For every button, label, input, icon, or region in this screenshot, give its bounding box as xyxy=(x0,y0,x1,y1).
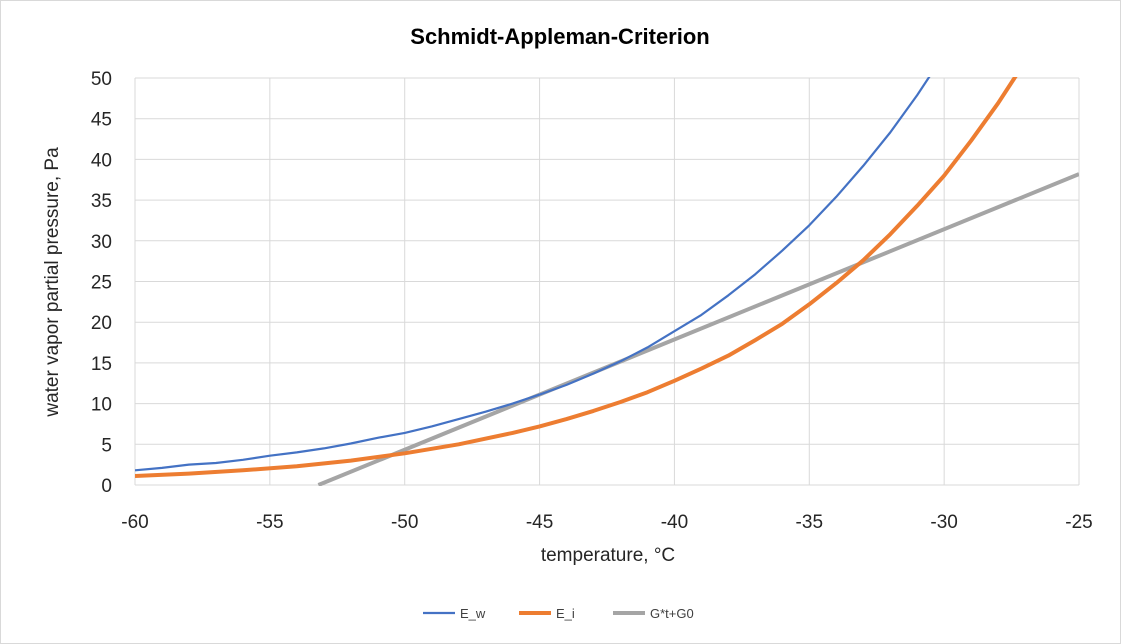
x-tick-label: -40 xyxy=(661,512,688,533)
y-tick-label: 40 xyxy=(91,150,112,171)
tick-labels: -60 -55 -50 -45 -40 -35 -30 -25 0 5 10 15 20 25 30 35 40… xyxy=(91,69,1093,533)
y-tick-label: 25 xyxy=(91,273,112,294)
y-tick-label: 0 xyxy=(101,476,112,497)
legend-label: E_w xyxy=(460,606,486,621)
series-line-g-t-g0 xyxy=(317,172,1079,486)
x-tick-label: -35 xyxy=(796,512,823,533)
legend-label: E_i xyxy=(556,606,575,621)
x-tick-label: -30 xyxy=(930,512,957,533)
legend-label: G*t+G0 xyxy=(650,606,694,621)
legend: E_w E_i G*t+G0 xyxy=(423,606,694,621)
grid xyxy=(134,77,1080,486)
x-tick-label: -55 xyxy=(256,512,283,533)
x-tick-label: -25 xyxy=(1065,512,1092,533)
x-tick-label: -60 xyxy=(121,512,148,533)
y-tick-label: 20 xyxy=(91,313,112,334)
y-tick-label: 50 xyxy=(91,69,112,90)
y-tick-label: 45 xyxy=(91,110,112,131)
y-axis-label: water vapor partial pressure, Pa xyxy=(42,147,63,418)
series-layer xyxy=(135,77,1079,486)
y-tick-label: 30 xyxy=(91,232,112,253)
y-tick-label: 10 xyxy=(91,395,112,416)
y-tick-label: 5 xyxy=(101,435,112,456)
y-tick-label: 15 xyxy=(91,354,112,375)
x-tick-label: -50 xyxy=(391,512,418,533)
series-line-e-w xyxy=(135,77,931,472)
x-axis-label: temperature, °C xyxy=(541,545,675,566)
x-tick-label: -45 xyxy=(526,512,553,533)
y-tick-label: 35 xyxy=(91,191,112,212)
chart-title: Schmidt-Appleman-Criterion xyxy=(410,24,709,49)
series-line-e-i xyxy=(135,77,1018,478)
